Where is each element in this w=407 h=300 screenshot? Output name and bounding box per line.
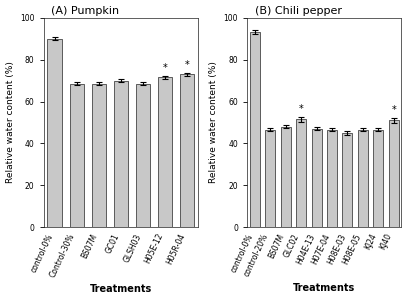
Bar [92,84,106,227]
Bar [296,119,306,227]
Y-axis label: Relative water content (%): Relative water content (%) [209,61,218,183]
Bar [136,84,150,227]
X-axis label: Treatments: Treatments [293,283,355,293]
Bar [342,133,352,227]
Bar [389,120,399,227]
Text: (B) Chili pepper: (B) Chili pepper [255,6,342,16]
Bar [281,127,291,227]
Bar [180,74,194,227]
Y-axis label: Relative water content (%): Relative water content (%) [6,61,15,183]
Text: *: * [162,63,167,73]
Bar [250,32,260,227]
Bar [265,130,275,227]
Bar [158,77,172,227]
X-axis label: Treatments: Treatments [90,284,152,294]
Bar [312,129,322,227]
Bar [358,130,368,227]
Bar [114,81,128,227]
Text: (A) Pumpkin: (A) Pumpkin [51,6,120,16]
Bar [70,84,84,227]
Bar [373,130,383,227]
Text: *: * [392,105,396,115]
Text: *: * [299,104,304,114]
Bar [327,130,337,227]
Text: *: * [184,60,189,70]
Bar [48,39,62,227]
